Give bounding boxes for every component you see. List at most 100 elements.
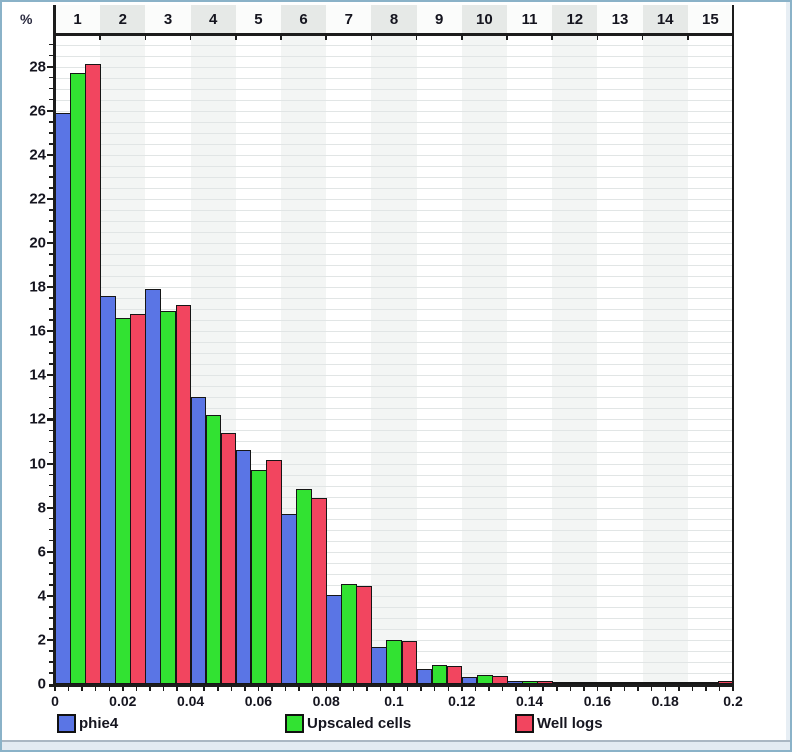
y-axis-minor-tick bbox=[49, 650, 54, 652]
y-axis-minor-tick bbox=[49, 87, 54, 90]
bar-upscaled-cells-bin7 bbox=[341, 583, 357, 684]
x-axis-tick bbox=[623, 686, 626, 691]
x-axis-tick bbox=[691, 686, 694, 691]
top-axis-bin-label: 11 bbox=[507, 5, 553, 33]
top-axis-bin-label: 8 bbox=[371, 5, 417, 33]
top-axis-tick bbox=[189, 35, 192, 41]
x-axis-tick bbox=[474, 686, 477, 691]
top-axis-tick bbox=[687, 35, 689, 41]
gridline bbox=[56, 529, 733, 531]
bar-well-logs-bin9 bbox=[446, 666, 463, 684]
legend-item-upscaled-cells: Upscaled cells bbox=[285, 713, 411, 733]
top-axis-tick bbox=[641, 35, 644, 41]
y-axis-minor-tick bbox=[49, 672, 54, 674]
y-axis-minor-tick bbox=[49, 539, 54, 542]
gridline bbox=[56, 287, 733, 289]
y-axis-minor-tick bbox=[49, 165, 54, 167]
gridline bbox=[56, 540, 733, 542]
bar-phie4-bin6 bbox=[281, 514, 297, 684]
x-axis-tick bbox=[393, 686, 395, 691]
top-axis-tick bbox=[280, 35, 282, 41]
x-axis-tick bbox=[542, 686, 544, 691]
y-axis-major-tick bbox=[46, 109, 54, 112]
bar-upscaled-cells-bin9 bbox=[431, 665, 448, 684]
gridline bbox=[56, 88, 733, 90]
x-axis-tick bbox=[284, 686, 287, 691]
top-axis-tick bbox=[415, 35, 418, 41]
x-axis-tick-label: 0.2 bbox=[723, 693, 743, 709]
y-axis-tick-label: 2 bbox=[37, 631, 46, 649]
gridline bbox=[56, 331, 733, 333]
bar-well-logs-bin13 bbox=[627, 682, 644, 685]
y-axis-tick-label: 26 bbox=[29, 102, 46, 120]
x-axis-tick-label: 0.14 bbox=[515, 693, 544, 709]
gridline bbox=[56, 364, 733, 366]
x-axis-tick bbox=[705, 686, 707, 691]
x-axis-tick bbox=[108, 686, 111, 691]
gridline bbox=[56, 254, 733, 256]
x-axis-tick-label: 0.06 bbox=[244, 693, 273, 709]
x-axis-tick bbox=[230, 686, 233, 691]
top-axis-line bbox=[53, 33, 735, 36]
x-axis-tick-label: 0.1 bbox=[384, 693, 404, 709]
bar-phie4-bin4 bbox=[190, 397, 207, 684]
gridline bbox=[56, 463, 733, 465]
y-axis-minor-tick bbox=[49, 572, 54, 575]
bar-phie4-bin2 bbox=[100, 295, 116, 684]
legend-label: phie4 bbox=[79, 714, 119, 732]
x-axis-tick bbox=[583, 686, 585, 691]
bar-well-logs-bin4 bbox=[220, 432, 237, 684]
gridline bbox=[56, 265, 733, 267]
gridline bbox=[56, 628, 733, 630]
gridline bbox=[56, 441, 733, 443]
x-axis-tick bbox=[420, 686, 422, 691]
gridline bbox=[56, 617, 733, 619]
y-axis-minor-tick bbox=[49, 264, 54, 266]
gridline bbox=[56, 562, 733, 564]
x-axis-tick bbox=[379, 686, 382, 691]
x-axis-tick bbox=[352, 686, 355, 691]
x-axis-tick-label: 0.16 bbox=[583, 693, 612, 709]
bar-phie4-bin1 bbox=[55, 112, 71, 684]
y-axis-tick-label: 14 bbox=[29, 366, 46, 384]
gridline bbox=[56, 474, 733, 476]
gridline bbox=[56, 55, 733, 57]
bottom-status-strip bbox=[2, 740, 790, 750]
legend-label: Upscaled cells bbox=[307, 714, 412, 732]
bar-well-logs-bin2 bbox=[130, 313, 146, 684]
x-axis-tick bbox=[569, 686, 572, 691]
x-axis-tick bbox=[596, 686, 599, 691]
top-axis-bin-label: 2 bbox=[100, 5, 146, 33]
x-axis-tick bbox=[244, 686, 246, 691]
y-axis-unit-label: % bbox=[20, 11, 33, 27]
y-axis-tick-label: 8 bbox=[37, 499, 46, 517]
gridline bbox=[56, 77, 733, 79]
top-axis-bin-label: 14 bbox=[642, 5, 688, 33]
x-axis-tick bbox=[311, 686, 314, 691]
y-axis-minor-tick bbox=[49, 385, 54, 388]
y-axis-major-tick bbox=[46, 550, 54, 553]
bar-upscaled-cells-bin3 bbox=[160, 311, 177, 684]
x-axis-tick bbox=[54, 686, 56, 691]
bar-phie4-bin9 bbox=[416, 668, 433, 684]
y-axis-major-tick bbox=[46, 374, 54, 377]
top-axis-bin-label: 1 bbox=[55, 5, 101, 33]
x-axis-tick bbox=[433, 686, 436, 691]
x-axis-tick bbox=[203, 686, 205, 691]
top-axis-tick bbox=[325, 35, 327, 41]
gridline bbox=[56, 132, 733, 134]
y-axis-tick-label: 0 bbox=[37, 675, 46, 693]
y-axis-tick-label: 16 bbox=[29, 322, 46, 340]
gridline bbox=[56, 408, 733, 410]
bar-phie4-bin3 bbox=[145, 289, 162, 684]
x-axis-tick-label: 0 bbox=[51, 693, 59, 709]
top-axis-bin-label: 5 bbox=[235, 5, 281, 33]
x-axis-tick bbox=[94, 686, 97, 691]
y-axis-major-tick bbox=[46, 418, 54, 421]
y-axis-minor-tick bbox=[49, 352, 54, 355]
y-axis-major-tick bbox=[46, 153, 54, 156]
top-axis-tick bbox=[461, 35, 463, 41]
x-axis-tick bbox=[366, 686, 368, 691]
legend-item-phie4: phie4 bbox=[57, 713, 118, 733]
